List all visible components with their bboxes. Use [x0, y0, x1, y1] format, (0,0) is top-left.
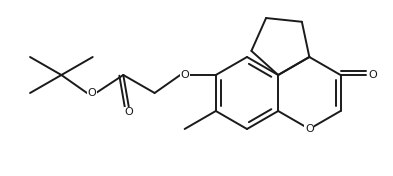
- Text: O: O: [124, 107, 133, 117]
- Text: O: O: [88, 88, 96, 98]
- Text: O: O: [305, 124, 314, 134]
- Text: O: O: [368, 70, 377, 80]
- Text: O: O: [181, 70, 189, 80]
